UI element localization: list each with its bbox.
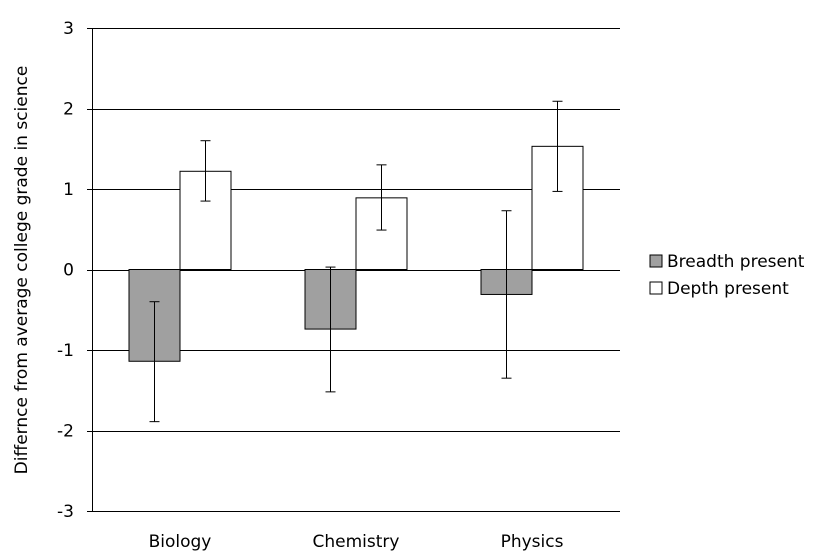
legend-swatch <box>649 281 663 295</box>
y-axis-title: Differnce from average college grade in … <box>12 66 32 475</box>
error-bars <box>149 100 563 423</box>
y-tick-label: 1 <box>63 180 74 200</box>
x-category-labels: Biology Chemistry Physics <box>149 532 564 552</box>
legend-label: Depth present <box>667 279 789 299</box>
x-category-label: Chemistry <box>313 532 400 552</box>
axes <box>87 28 620 512</box>
y-tick-label: -2 <box>57 422 74 442</box>
bars <box>128 145 584 362</box>
y-tick-labels: -3 -2 -1 0 1 2 3 <box>57 19 74 522</box>
y-tick-label: -1 <box>57 341 74 361</box>
y-tick-label: 3 <box>63 19 74 39</box>
legend-swatch <box>649 254 663 268</box>
y-tick-label: -3 <box>57 502 74 522</box>
y-tick-label: 2 <box>63 100 74 120</box>
y-tick-label: 0 <box>63 261 74 281</box>
x-category-label: Physics <box>501 532 564 552</box>
x-category-label: Biology <box>149 532 212 552</box>
legend: Breadth present Depth present <box>649 252 805 299</box>
legend-label: Breadth present <box>667 252 805 272</box>
